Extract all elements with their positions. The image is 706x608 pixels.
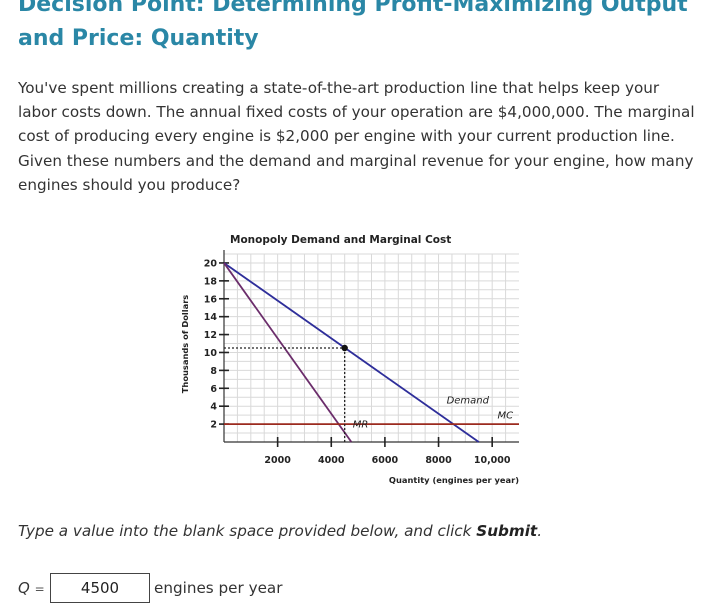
x-tick-label: 4000 — [318, 455, 345, 466]
instruction-suffix: . — [537, 522, 543, 540]
curve-label-mr: MR — [353, 420, 369, 431]
y-tick-label: 12 — [204, 330, 217, 341]
y-tick-label: 10 — [204, 348, 218, 359]
x-tick-label: 8000 — [425, 455, 452, 466]
question-prompt: You've spent millions creating a state-o… — [18, 79, 695, 194]
quantity-label: Q = — [18, 579, 50, 597]
y-axis-label: Thousands of Dollars — [180, 295, 190, 394]
x-axis-label: Quantity (engines per year) — [389, 475, 519, 485]
y-tick-label: 2 — [210, 420, 217, 431]
curve-label-mc: MC — [498, 411, 514, 422]
instruction-submit-word: Submit — [476, 522, 538, 540]
series-line-demand — [223, 262, 480, 443]
y-tick-label: 6 — [210, 384, 217, 395]
x-tick-label: 10,000 — [474, 455, 511, 466]
instruction-text: Type a value into the blank space provid… — [18, 522, 542, 540]
quantity-variable: Q — [18, 579, 30, 597]
y-tick-label: 14 — [204, 312, 218, 323]
monopoly-chart-svg: 2 4 6 8 10 12 14 16 18 20 2000 4000 6000 8000 10,000 De… — [180, 234, 519, 485]
instruction-prefix: Type a value into the blank space provid… — [18, 522, 477, 540]
y-tick-label: 18 — [204, 276, 218, 287]
curve-label-demand: Demand — [447, 396, 490, 407]
y-tick-label: 16 — [204, 294, 218, 305]
y-tick-label: 4 — [210, 402, 217, 413]
equals-sign: = — [34, 582, 45, 596]
unit-label: engines per year — [154, 579, 283, 597]
answer-row: Q = engines per year — [18, 572, 282, 604]
chart: 2 4 6 8 10 12 14 16 18 20 2000 4000 6000 8000 10,000 De… — [178, 226, 528, 496]
page-title: Decision Point: Determining Profit-Maxim… — [18, 0, 688, 51]
profit-max-point — [341, 344, 348, 352]
x-tick-label: 6000 — [372, 455, 399, 466]
chart-title: Monopoly Demand and Marginal Cost — [230, 234, 451, 246]
quantity-answer-input[interactable] — [50, 573, 150, 603]
y-tick-label: 20 — [204, 258, 218, 269]
y-tick-label: 8 — [210, 366, 217, 377]
x-tick-label: 2000 — [264, 455, 291, 466]
series-line-mr — [223, 262, 353, 443]
